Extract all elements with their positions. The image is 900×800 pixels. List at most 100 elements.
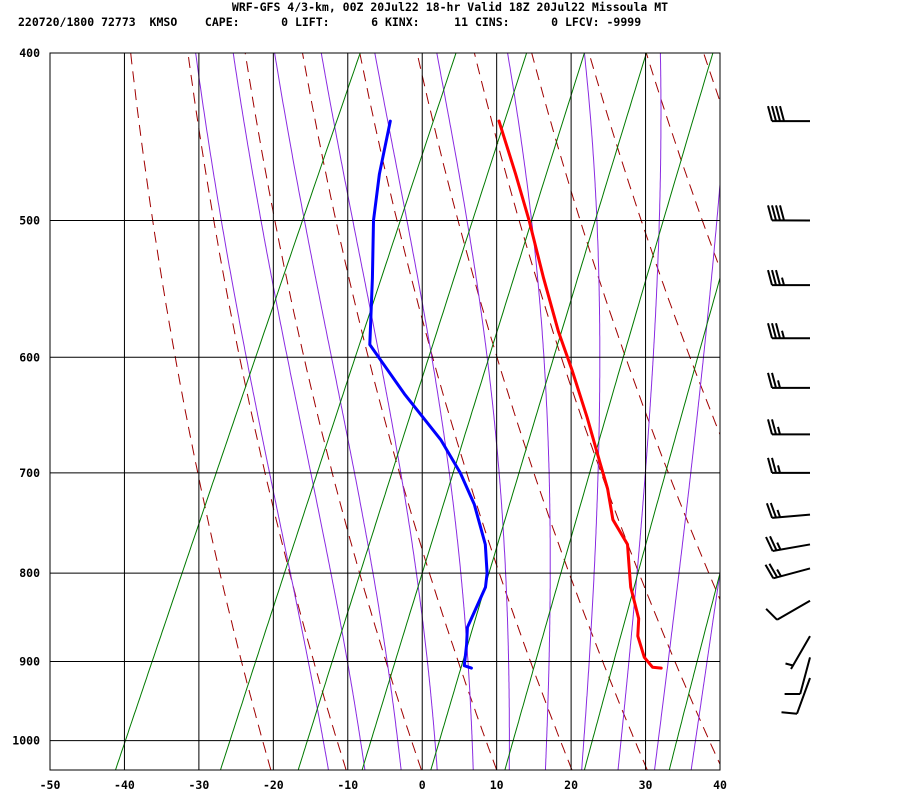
wind-barb-feather (771, 269, 777, 286)
wind-barb-feather (767, 457, 773, 474)
wind-barb-feather (765, 536, 774, 552)
x-tick-label: -40 (114, 778, 135, 792)
dry-adiabat-line (301, 53, 498, 770)
plot-frame (49, 52, 721, 771)
x-tick-label: -10 (337, 778, 358, 792)
dry-adiabat-line (359, 53, 573, 770)
wind-barb-feather (771, 419, 777, 435)
mixing-ratio-line (430, 53, 647, 770)
dry-adiabat-line (473, 53, 720, 766)
x-tick-label: -30 (188, 778, 209, 792)
wind-barb (764, 563, 811, 580)
wind-barb (781, 677, 811, 715)
wind-barb-feather (767, 323, 773, 339)
axis-labels: -50 -40 -30 -20 -10 0 10 20 30 40 400 500 600 700 800 9… (12, 46, 727, 792)
wind-barb (767, 323, 811, 340)
wind-barb-feather (775, 323, 781, 339)
mixing-ratio-line (297, 53, 528, 770)
moist-adiabat-line (507, 53, 551, 770)
x-tick-label: -20 (263, 778, 284, 792)
wind-barb-half-feather (777, 426, 781, 435)
wind-barb-feather (767, 372, 773, 389)
x-tick-label: 30 (639, 778, 653, 792)
dry-adiabat-line (187, 53, 347, 770)
wind-barb (767, 457, 811, 474)
wind-barb-feather (775, 105, 781, 122)
x-tick-label: 40 (713, 778, 727, 792)
x-tick-label: 10 (490, 778, 504, 792)
sounding-profiles (368, 119, 663, 670)
wind-barb-half-feather (776, 509, 782, 518)
y-tick-label: 900 (19, 655, 40, 669)
wind-barb-half-feather (776, 568, 782, 577)
wind-barb-half-feather (777, 465, 781, 474)
moist-adiabat-line (320, 53, 438, 770)
wind-barb (767, 269, 811, 287)
moist-adiabat-line (617, 53, 662, 770)
wind-barb-feather (769, 502, 778, 518)
y-tick-label: 800 (19, 566, 40, 580)
wind-barb-staff (790, 635, 811, 670)
dry-adiabat-line (645, 53, 720, 271)
wind-barb (767, 372, 811, 389)
wind-barb-staff (796, 677, 811, 715)
wind-barb (765, 535, 811, 552)
wind-barb (765, 502, 811, 519)
wind-barb-staff (776, 599, 811, 621)
wind-barb-staff (772, 513, 811, 519)
wind-barb-feather (767, 205, 773, 221)
wind-barb-staff (773, 567, 811, 580)
wind-barb-feather (775, 205, 781, 221)
dry-adiabat-line (244, 53, 422, 770)
wind-barb-half-feather (781, 330, 785, 339)
dry-adiabat-line (815, 44, 900, 770)
y-tick-label: 400 (19, 46, 40, 60)
wind-barb (767, 105, 811, 123)
wind-barb-feather (769, 535, 778, 551)
wind-barb (767, 205, 811, 222)
mixing-ratio-line (115, 53, 361, 770)
wind-barb-feather (771, 105, 777, 122)
y-tick-label: 1000 (12, 734, 40, 748)
x-tick-label: 0 (419, 778, 426, 792)
wind-barb-feather (767, 269, 773, 286)
dry-adiabat-line (872, 44, 900, 770)
wind-barb-staff (799, 657, 811, 695)
wind-barb (784, 657, 811, 695)
moist-adiabat-line (581, 53, 601, 770)
reference-grid (50, 44, 900, 770)
wind-barb (785, 635, 811, 670)
wind-barb-feather (771, 372, 777, 389)
moist-adiabat-line (274, 53, 402, 770)
wind-barb-feather (764, 564, 775, 579)
temperature-profile-line (497, 119, 663, 670)
wind-barb-half-feather (776, 542, 782, 551)
wind-barb-feather (767, 105, 773, 122)
wind-barb-feather (767, 419, 773, 435)
chart-title: WRF-GFS 4/3-km, 00Z 20Jul22 18-hr Valid … (232, 0, 668, 14)
mixing-ratio-line (220, 53, 457, 770)
moist-adiabat-line (436, 53, 510, 770)
dry-adiabat-line (130, 53, 272, 770)
wind-barbs (764, 105, 811, 715)
wind-barb (765, 599, 811, 621)
mixing-ratio-line (668, 571, 720, 770)
wind-barb-half-feather (785, 662, 794, 667)
wind-barb-feather (768, 563, 779, 578)
mixing-ratio-line (504, 53, 714, 770)
wind-barb-feather (771, 205, 777, 221)
wind-barb-staff (772, 543, 811, 552)
y-tick-label: 700 (19, 466, 40, 480)
wind-barb-half-feather (777, 380, 781, 389)
dewpoint-profile-line (368, 119, 489, 670)
chart-stats-line: 220720/1800 72773 KMSO CAPE: 0 LIFT: 6 K… (18, 15, 641, 29)
moist-adiabat-line (374, 53, 474, 770)
moist-adiabat-line (232, 53, 366, 770)
dry-adiabat-line (416, 53, 648, 770)
moist-adiabat-line (195, 53, 330, 770)
wind-barb-feather (775, 269, 781, 286)
wind-barb-half-feather (781, 277, 785, 286)
moist-adiabat-line (690, 569, 720, 770)
wind-barb-feather (781, 711, 798, 715)
dry-adiabat-line (703, 53, 720, 103)
